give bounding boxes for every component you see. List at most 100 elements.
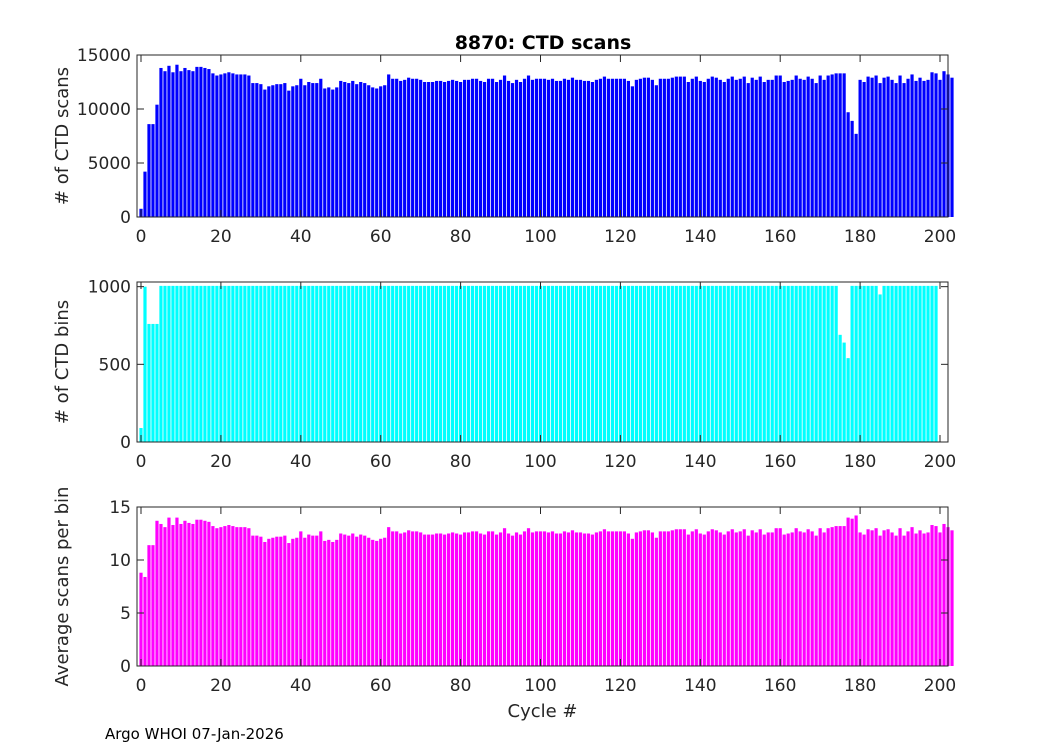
bar	[582, 285, 587, 442]
bar	[506, 533, 511, 666]
y-tick-label: 0	[120, 433, 131, 453]
bar	[518, 534, 523, 666]
bar	[291, 538, 295, 666]
bar	[343, 82, 347, 217]
bar	[722, 285, 726, 442]
bar	[742, 76, 746, 217]
bar	[638, 285, 642, 442]
bar	[391, 78, 395, 217]
bar	[435, 533, 439, 666]
bar	[447, 80, 451, 217]
bar	[183, 67, 187, 218]
bar	[387, 285, 391, 442]
bar	[323, 285, 327, 442]
bar	[634, 285, 638, 442]
bar	[287, 543, 291, 666]
bar	[638, 78, 642, 217]
bar	[151, 323, 155, 442]
bar	[459, 534, 463, 666]
bar	[842, 342, 846, 442]
bar	[686, 82, 690, 217]
bar	[806, 529, 810, 666]
bar	[195, 285, 199, 442]
bar	[267, 538, 271, 666]
bar	[718, 285, 722, 442]
bar	[562, 285, 567, 442]
bar	[494, 82, 499, 217]
bar	[339, 80, 343, 217]
bar	[642, 530, 646, 666]
bar	[191, 71, 195, 217]
bar	[371, 285, 375, 442]
bar	[538, 285, 543, 442]
bar	[650, 532, 654, 666]
axes-box	[136, 281, 949, 443]
bar	[307, 534, 311, 666]
bar	[726, 285, 730, 442]
bar	[666, 285, 670, 442]
bar	[722, 534, 726, 666]
bar	[886, 76, 890, 217]
bar	[770, 532, 774, 666]
bar	[686, 534, 690, 666]
bar	[526, 75, 531, 218]
y-tick-label: 15	[109, 498, 131, 518]
bar	[494, 534, 499, 666]
bar	[574, 532, 579, 666]
bar	[510, 535, 515, 666]
bar	[171, 525, 175, 666]
bar	[910, 74, 914, 217]
bar	[626, 80, 630, 217]
bar	[706, 531, 710, 666]
bar	[922, 80, 926, 217]
x-tick-label: 100	[524, 676, 556, 696]
bar	[842, 526, 846, 666]
bar	[934, 285, 938, 442]
bar	[510, 285, 515, 442]
bar	[363, 83, 367, 217]
bar	[343, 534, 347, 666]
bar	[223, 73, 227, 217]
bar	[403, 285, 407, 442]
bar	[215, 285, 219, 442]
bar	[826, 285, 830, 442]
bar	[858, 79, 862, 217]
bar	[371, 539, 375, 666]
bar	[327, 285, 331, 442]
bar	[379, 285, 383, 442]
bar	[502, 75, 507, 218]
bar	[826, 75, 830, 218]
bar	[634, 79, 638, 217]
bar	[451, 285, 455, 442]
bar	[187, 70, 191, 218]
bar	[482, 82, 487, 217]
bar	[195, 66, 199, 217]
bar	[626, 285, 630, 442]
bar	[818, 75, 822, 218]
bar	[602, 529, 607, 666]
bar	[798, 531, 802, 666]
bar	[255, 285, 259, 442]
bar	[746, 285, 750, 442]
y-tick-label: 5000	[88, 154, 131, 174]
bar	[423, 82, 427, 217]
bar	[918, 77, 922, 218]
bar	[347, 285, 351, 442]
bar	[758, 529, 762, 666]
bar	[782, 82, 786, 217]
bar	[143, 286, 147, 442]
bar	[570, 530, 575, 666]
bar	[614, 78, 619, 217]
bar	[271, 537, 275, 666]
bar	[798, 285, 802, 442]
bar	[850, 120, 854, 217]
bar	[419, 532, 423, 666]
bar	[163, 527, 167, 666]
bar	[271, 85, 275, 218]
bar	[870, 77, 874, 218]
bar	[303, 537, 307, 666]
bar	[578, 79, 583, 217]
bar	[714, 530, 718, 666]
bar	[678, 285, 682, 442]
bar	[658, 285, 662, 442]
